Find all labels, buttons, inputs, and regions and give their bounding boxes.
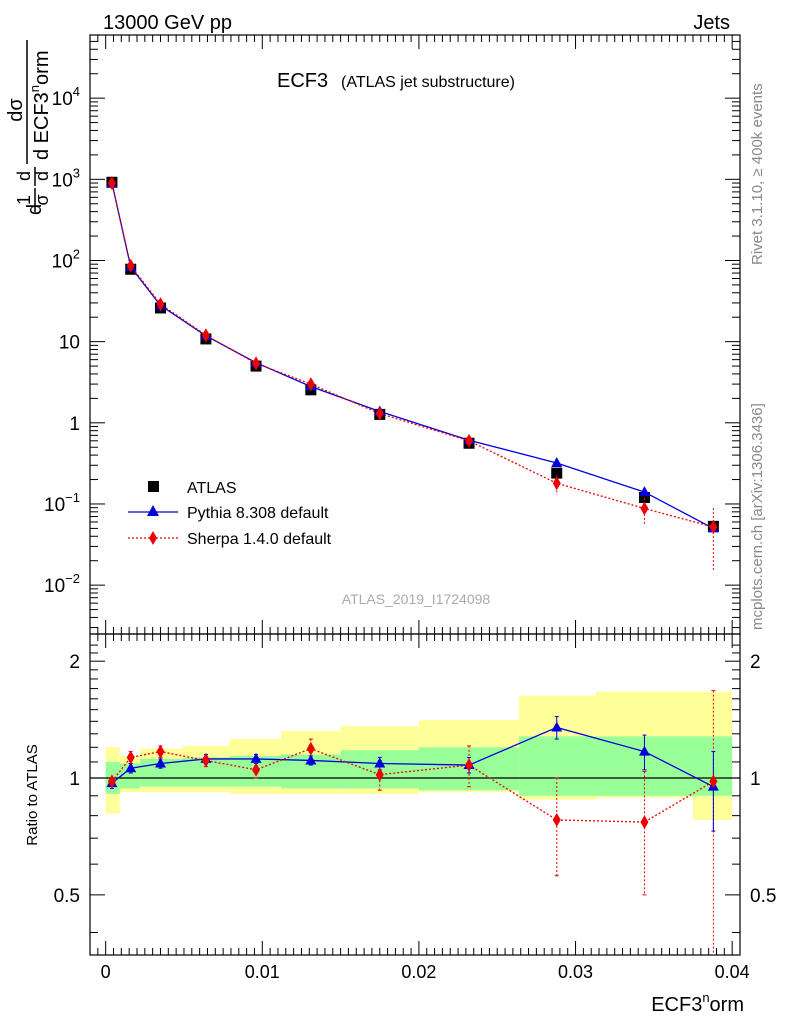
main-panel: ECF3 (ATLAS jet substructure) ATLAS_2019… [44,34,741,635]
sherpa-point [709,520,718,535]
legend-pythia-label: Pythia 8.308 default [187,505,329,522]
sherpa-ratio-point [640,815,649,830]
ratio-y-tick-label-right: 1 [750,769,761,790]
x-label-sup: n [702,990,709,1005]
atlas-point [638,492,650,504]
y-label-den-sup: n [27,85,42,92]
sherpa-point [201,328,210,343]
pythia-ratio-point [250,752,262,763]
legend-sherpa-marker [149,531,157,545]
ratio-y-tick-label-right: 2 [750,652,761,673]
ratio-y-tick-label-right: 0.5 [750,886,776,907]
sherpa-point [640,501,649,516]
legend-sherpa-label: Sherpa 1.4.0 default [187,531,332,548]
atlas-point [551,467,563,479]
x-label-tail: orm [710,994,744,1016]
y-label-dsigma: dσ [5,98,27,122]
plot-subtitle: (ATLAS jet substructure) [341,74,515,91]
sherpa-line [111,182,714,528]
ratio-y-label: Ratio to ATLAS [24,744,41,845]
x-tick-label: 0 [101,962,111,982]
ratio-y-tick-label: 2 [69,652,80,673]
pythia-line [111,182,714,529]
sherpa-point [306,377,315,392]
sherpa-ratio-point [201,753,210,768]
rivet-label: Rivet 3.1.10, ≥ 400k events [749,83,766,265]
y-tick-label: 10 [59,333,80,354]
y-label-den-base: d ECF3 [31,92,53,160]
sherpa-ratio-point [252,762,261,777]
x-tick-label: 0.01 [245,962,280,982]
sherpa-ratio-point [126,750,135,765]
energy-label: 13000 GeV pp [103,12,232,34]
y-tick-label: 102 [52,246,80,272]
pythia-ratio-point [125,762,137,773]
analysis-watermark: ATLAS_2019_I1724098 [342,591,491,607]
sherpa-point [126,258,135,273]
plot-title: ECF3 [277,70,328,92]
sherpa-ratio-point [306,741,315,756]
pythia-ratio-point [154,757,166,768]
x-tick-label: 0.04 [715,962,750,982]
sherpa-point [375,406,384,421]
y-axis-label: d 1 σ d d dσ d ECF3norm [5,40,53,215]
ratio-y-tick-label: 1 [69,769,80,790]
x-axis-label: ECF3norm [651,990,744,1016]
band-inner-bin [519,736,596,796]
sherpa-ratio-point [375,767,384,782]
sherpa-point [252,356,261,371]
x-tick-label: 0.03 [558,962,593,982]
y-tick-label: 10−2 [44,571,80,597]
y-tick-label: 103 [52,165,80,191]
sherpa-ratio-point [156,744,165,759]
y-label-den-tail: orm [31,51,53,85]
x-label-base: ECF3 [651,994,702,1016]
sherpa-point [107,176,116,191]
pythia-ratio-point [551,721,563,732]
sherpa-ratio-point [552,812,561,827]
ratio-y-tick-label: 0.5 [54,886,80,907]
y-label-frac2-num: d [14,171,34,181]
mcplots-label: mcplots.cern.ch [arXiv:1306.3436] [749,403,766,630]
y-tick-label: 1 [69,414,80,435]
sherpa-ratio-point [107,774,116,789]
ratio-panel: 2 2 1 1 0.5 0.5 [54,633,776,956]
legend-atlas-label: ATLAS [187,480,237,497]
legend-pythia-marker [147,505,159,516]
sherpa-ratio-point [465,758,474,773]
pythia-ratio-point [638,745,650,756]
y-label-frac1-den: σ [32,194,52,205]
pythia-point [551,456,563,467]
sherpa-point [552,476,561,491]
y-tick-label: 104 [52,84,80,110]
pythia-ratio-point [305,754,317,765]
ratio-frame [89,633,741,956]
legend: ATLAS Pythia 8.308 default Sherpa 1.4.0 … [128,480,332,548]
x-tick-label: 0.02 [401,962,436,982]
sherpa-point [465,433,474,448]
y-label-frac1-num: 1 [14,195,34,205]
band-inner-bin [119,763,141,789]
category-label: Jets [693,12,730,34]
pythia-point [638,486,650,497]
sherpa-ratio-point [709,774,718,789]
legend-atlas-marker [148,481,159,492]
pythia-ratio-point [374,757,386,768]
y-label-frac2-den: d [32,171,52,181]
y-tick-label: 10−1 [44,490,80,516]
y-label-dsigma-den: d ECF3norm [27,51,53,161]
sherpa-point [156,297,165,312]
